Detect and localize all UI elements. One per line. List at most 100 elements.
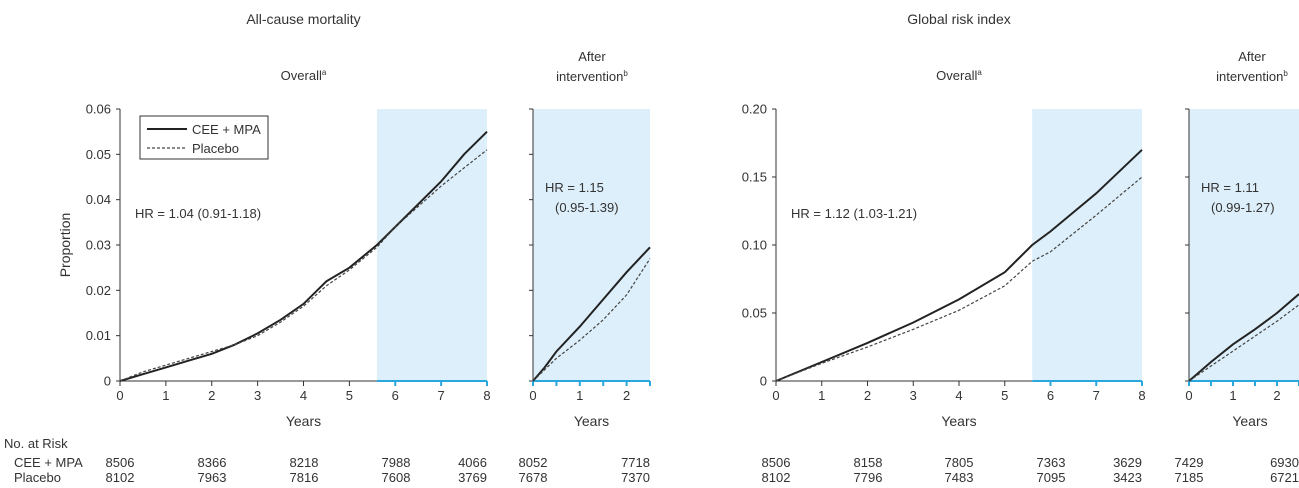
legend: CEE + MPA Placebo xyxy=(139,115,269,160)
y-tick-label: 0.20 xyxy=(742,102,767,117)
chart-panel-1: 0 0.01 0.02 0.03 0.04 0.05 0.06 0 1 2 3 4 5 6 7 8 All-ca… xyxy=(57,11,491,429)
x-tick-label: 2 xyxy=(208,388,215,403)
y-tick-label: 0.01 xyxy=(86,328,111,343)
risk-count-overall: 8102 xyxy=(106,470,135,485)
x-tick-label: 3 xyxy=(254,388,261,403)
x-tick-label: 7 xyxy=(1093,388,1100,403)
risk-count-overall: 8506 xyxy=(106,455,135,470)
risk-count-after: 6930 xyxy=(1270,455,1299,470)
risk-count-overall: 7483 xyxy=(945,470,974,485)
chart-subtitle: Overalla xyxy=(281,68,327,83)
risk-count-after: 8052 xyxy=(519,455,548,470)
x-tick-label: 2 xyxy=(864,388,871,403)
risk-row-label: Placebo xyxy=(14,470,61,485)
risk-count-overall: 7805 xyxy=(945,455,974,470)
hazard-ratio-annotation: HR = 1.15 xyxy=(545,180,604,195)
y-tick-label: 0.04 xyxy=(86,192,111,207)
x-tick-label: 0 xyxy=(1185,388,1192,403)
y-tick-label: 0.06 xyxy=(86,102,111,117)
risk-count-overall: 7363 xyxy=(1037,455,1066,470)
x-axis-label: Years xyxy=(941,413,976,429)
chart-subtitle: interventionb xyxy=(556,69,628,84)
x-axis-label: Years xyxy=(574,413,609,429)
risk-count-overall: 8366 xyxy=(198,455,227,470)
x-tick-label: 8 xyxy=(1138,388,1145,403)
series-line-cee-mpa xyxy=(1188,293,1299,382)
risk-count-after: 7678 xyxy=(519,470,548,485)
x-tick-label: 1 xyxy=(1229,388,1236,403)
series-line-cee-mpa xyxy=(775,149,1143,382)
x-tick-label: 7 xyxy=(438,388,445,403)
chart-subtitle: After xyxy=(1238,49,1266,64)
chart-subtitle: After xyxy=(578,49,606,64)
chart-subtitle: Overalla xyxy=(936,68,982,83)
risk-count-overall: 8218 xyxy=(290,455,319,470)
risk-count-overall: 3769 xyxy=(458,470,487,485)
risk-count-after: 7370 xyxy=(621,470,650,485)
risk-count-overall: 7963 xyxy=(198,470,227,485)
x-tick-label: 1 xyxy=(818,388,825,403)
x-tick-label: 1 xyxy=(576,388,583,403)
risk-count-overall: 3629 xyxy=(1113,455,1142,470)
legend-box xyxy=(139,115,269,160)
hazard-ratio-annotation: HR = 1.11 xyxy=(1201,180,1259,195)
x-tick-label: 4 xyxy=(300,388,307,403)
risk-row-label: CEE + MPA xyxy=(14,455,83,470)
intervention-shade xyxy=(1189,109,1299,381)
chart-title: All-cause mortality xyxy=(246,11,360,27)
series-line-placebo xyxy=(119,149,488,382)
hazard-ratio-annotation: HR = 1.12 (1.03-1.21) xyxy=(791,206,917,221)
x-tick-label: 2 xyxy=(1273,388,1280,403)
x-tick-label: 6 xyxy=(1047,388,1054,403)
risk-count-overall: 3423 xyxy=(1113,470,1142,485)
x-tick-label: 3 xyxy=(910,388,917,403)
x-tick-label: 0 xyxy=(116,388,123,403)
chart-title: Global risk index xyxy=(907,11,1011,27)
chart-panel-2: 0 1 2 After interventionb Years HR = 1.15 (0.95… xyxy=(529,49,651,429)
hazard-ratio-ci-annotation: (0.95-1.39) xyxy=(555,200,619,215)
y-tick-label: 0.03 xyxy=(86,238,111,253)
x-tick-label: 0 xyxy=(772,388,779,403)
hazard-ratio-annotation: HR = 1.04 (0.91-1.18) xyxy=(135,206,261,221)
risk-count-overall: 8158 xyxy=(854,455,883,470)
risk-count-overall: 7608 xyxy=(382,470,411,485)
risk-count-overall: 7988 xyxy=(382,455,411,470)
y-tick-label: 0.02 xyxy=(86,283,111,298)
series-line-placebo xyxy=(1188,304,1299,382)
series-line-placebo xyxy=(775,176,1143,382)
risk-count-overall: 7095 xyxy=(1037,470,1066,485)
legend-label: CEE + MPA xyxy=(192,122,261,137)
risk-count-after: 6721 xyxy=(1270,470,1299,485)
chart-panel-4: 0 1 2 After interventionb Years HR = 1.11 (0.99… xyxy=(1185,49,1299,429)
x-tick-label: 0 xyxy=(529,388,536,403)
risk-table-header: No. at Risk xyxy=(4,436,68,451)
intervention-shade xyxy=(533,109,650,381)
y-tick-label: 0.15 xyxy=(742,170,767,185)
series-line-cee-mpa xyxy=(532,246,651,382)
hazard-ratio-ci-annotation: (0.99-1.27) xyxy=(1211,200,1275,215)
series-line-cee-mpa xyxy=(119,130,488,382)
y-tick-label: 0.05 xyxy=(86,147,111,162)
risk-count-after: 7718 xyxy=(621,455,650,470)
x-tick-label: 4 xyxy=(955,388,962,403)
intervention-shade xyxy=(376,109,487,381)
legend-label: Placebo xyxy=(192,141,239,156)
risk-count-after: 7429 xyxy=(1175,455,1204,470)
risk-count-overall: 8102 xyxy=(762,470,791,485)
x-axis-label: Years xyxy=(286,413,321,429)
intervention-shade xyxy=(1032,109,1142,381)
x-tick-label: 2 xyxy=(623,388,630,403)
x-tick-label: 8 xyxy=(483,388,490,403)
x-tick-label: 5 xyxy=(1001,388,1008,403)
x-axis-label: Years xyxy=(1232,413,1267,429)
series-line-placebo xyxy=(532,258,651,382)
risk-count-after: 7185 xyxy=(1175,470,1204,485)
x-tick-label: 1 xyxy=(162,388,169,403)
risk-count-overall: 7796 xyxy=(854,470,883,485)
risk-count-overall: 7816 xyxy=(290,470,319,485)
y-tick-label: 0 xyxy=(104,374,111,389)
risk-table: No. at Risk CEE + MPA 8506 8366 8218 7988 4066… xyxy=(4,436,1299,485)
x-tick-label: 6 xyxy=(392,388,399,403)
risk-count-overall: 8506 xyxy=(762,455,791,470)
